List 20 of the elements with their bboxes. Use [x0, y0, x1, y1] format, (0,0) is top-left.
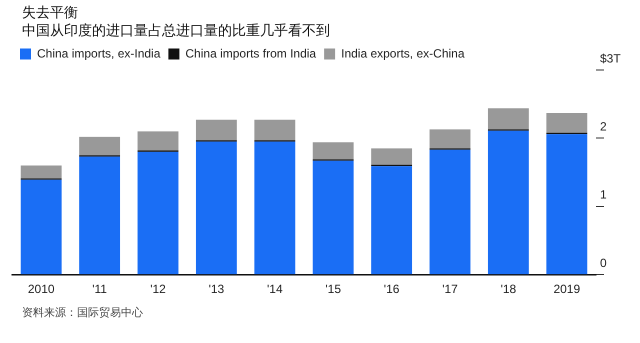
y-tick-label: 0: [600, 256, 607, 270]
legend-label: China imports, ex-India: [37, 46, 161, 60]
x-tick-label: '11: [92, 282, 108, 296]
x-tick-label: 2019: [553, 282, 580, 296]
y-tick-label: 2: [600, 120, 607, 134]
chart-title: 失去平衡: [22, 4, 79, 22]
x-tick-label: '12: [150, 282, 166, 296]
y-tick-label: 1: [600, 188, 607, 202]
x-tick-label: '14: [266, 282, 283, 296]
x-tick-label: '18: [500, 282, 517, 296]
x-tick-label: '16: [384, 282, 400, 296]
legend-label: China imports from India: [185, 46, 316, 60]
x-tick-label: '17: [442, 282, 458, 296]
text: 资料来源：国际贸易中心: [22, 305, 144, 320]
x-tick-label: 2010: [28, 282, 55, 296]
x-tick-label: '13: [208, 282, 225, 296]
legend-label: India exports, ex-China: [341, 46, 465, 60]
y-tick-label: $3T: [600, 51, 622, 66]
x-tick-label: '15: [325, 282, 342, 296]
chart-subtitle: 中国从印度的进口量占总进口量的比重几乎看不到: [22, 22, 331, 40]
